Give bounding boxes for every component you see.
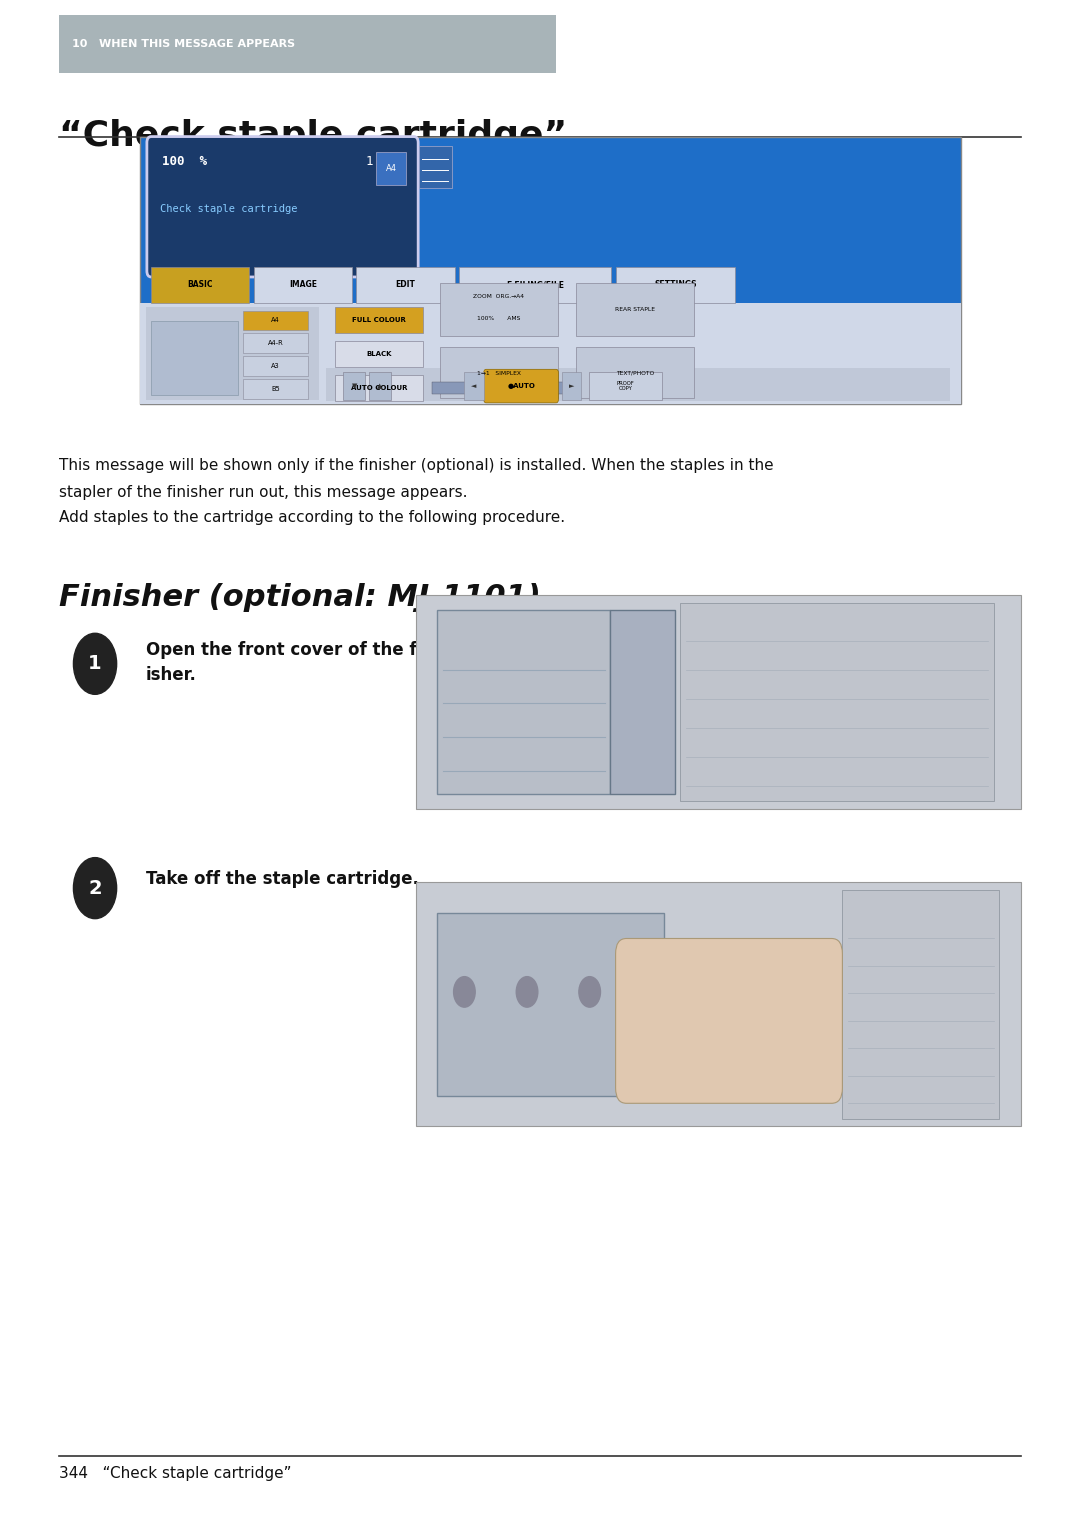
Text: ▲: ▲ bbox=[378, 383, 382, 389]
FancyBboxPatch shape bbox=[589, 372, 662, 400]
Text: 1: 1 bbox=[365, 156, 373, 168]
FancyBboxPatch shape bbox=[484, 369, 558, 403]
FancyBboxPatch shape bbox=[140, 304, 961, 404]
Text: 100%       AMS: 100% AMS bbox=[477, 316, 521, 320]
FancyBboxPatch shape bbox=[254, 267, 352, 304]
FancyBboxPatch shape bbox=[616, 938, 842, 1103]
Text: B5: B5 bbox=[271, 386, 280, 392]
Circle shape bbox=[516, 977, 538, 1007]
FancyBboxPatch shape bbox=[459, 267, 611, 304]
Text: BASIC: BASIC bbox=[188, 281, 213, 290]
FancyBboxPatch shape bbox=[146, 308, 319, 400]
FancyBboxPatch shape bbox=[616, 267, 735, 304]
FancyBboxPatch shape bbox=[140, 137, 961, 404]
Text: SETTINGS: SETTINGS bbox=[654, 281, 697, 290]
FancyBboxPatch shape bbox=[243, 380, 308, 400]
FancyBboxPatch shape bbox=[680, 603, 994, 801]
Text: Check staple cartridge: Check staple cartridge bbox=[160, 204, 297, 214]
Text: ▼: ▼ bbox=[352, 383, 356, 389]
FancyBboxPatch shape bbox=[464, 372, 484, 400]
FancyBboxPatch shape bbox=[440, 346, 558, 398]
Text: Open the front cover of the fin-
isher.: Open the front cover of the fin- isher. bbox=[146, 641, 441, 684]
FancyBboxPatch shape bbox=[610, 610, 675, 794]
Circle shape bbox=[454, 977, 475, 1007]
Text: A4: A4 bbox=[386, 165, 396, 172]
Text: Add staples to the cartridge according to the following procedure.: Add staples to the cartridge according t… bbox=[59, 510, 566, 525]
FancyBboxPatch shape bbox=[59, 15, 556, 73]
Text: ZOOM  ORG.→A4: ZOOM ORG.→A4 bbox=[473, 295, 525, 299]
FancyBboxPatch shape bbox=[576, 284, 694, 337]
Text: PROOF
COPY: PROOF COPY bbox=[617, 380, 634, 392]
FancyBboxPatch shape bbox=[376, 153, 406, 186]
Circle shape bbox=[73, 858, 117, 919]
Text: 2: 2 bbox=[89, 879, 102, 897]
Text: 10   WHEN THIS MESSAGE APPEARS: 10 WHEN THIS MESSAGE APPEARS bbox=[72, 40, 296, 49]
Text: IMAGE: IMAGE bbox=[289, 281, 316, 290]
FancyBboxPatch shape bbox=[369, 372, 391, 400]
FancyBboxPatch shape bbox=[437, 913, 664, 1096]
Text: ◄: ◄ bbox=[472, 383, 476, 389]
FancyBboxPatch shape bbox=[437, 610, 610, 794]
Text: BLACK: BLACK bbox=[366, 351, 392, 357]
FancyBboxPatch shape bbox=[432, 382, 578, 394]
Circle shape bbox=[579, 977, 600, 1007]
Text: 1→1   SIMPLEX: 1→1 SIMPLEX bbox=[477, 371, 521, 375]
FancyBboxPatch shape bbox=[243, 334, 308, 354]
FancyBboxPatch shape bbox=[416, 595, 1021, 809]
Text: A4: A4 bbox=[271, 317, 280, 324]
FancyBboxPatch shape bbox=[419, 146, 451, 189]
FancyBboxPatch shape bbox=[343, 372, 365, 400]
Text: AUTO COLOUR: AUTO COLOUR bbox=[351, 385, 407, 391]
FancyBboxPatch shape bbox=[335, 342, 423, 368]
Text: 1: 1 bbox=[89, 655, 102, 673]
FancyBboxPatch shape bbox=[335, 375, 423, 401]
Text: E-FILING/FILE: E-FILING/FILE bbox=[507, 281, 564, 290]
FancyBboxPatch shape bbox=[243, 311, 308, 331]
FancyBboxPatch shape bbox=[576, 346, 694, 398]
Text: “Check staple cartridge”: “Check staple cartridge” bbox=[59, 119, 568, 153]
Text: REAR STAPLE: REAR STAPLE bbox=[615, 307, 656, 311]
Text: A3: A3 bbox=[271, 363, 280, 369]
FancyBboxPatch shape bbox=[842, 890, 999, 1119]
Text: A4-R: A4-R bbox=[268, 340, 283, 346]
FancyBboxPatch shape bbox=[416, 882, 1021, 1126]
Circle shape bbox=[73, 633, 117, 694]
Text: Finisher (optional: MJ-1101): Finisher (optional: MJ-1101) bbox=[59, 583, 541, 612]
FancyBboxPatch shape bbox=[562, 372, 581, 400]
Text: This message will be shown only if the finisher (optional) is installed. When th: This message will be shown only if the f… bbox=[59, 458, 774, 473]
FancyBboxPatch shape bbox=[326, 368, 950, 401]
Text: TEXT/PHOTO: TEXT/PHOTO bbox=[616, 371, 654, 375]
FancyBboxPatch shape bbox=[243, 357, 308, 377]
Text: 344   “Check staple cartridge”: 344 “Check staple cartridge” bbox=[59, 1466, 292, 1482]
FancyBboxPatch shape bbox=[335, 308, 423, 334]
FancyBboxPatch shape bbox=[356, 267, 455, 304]
FancyBboxPatch shape bbox=[151, 322, 238, 395]
Text: ●AUTO: ●AUTO bbox=[508, 383, 536, 389]
FancyBboxPatch shape bbox=[440, 284, 558, 337]
Text: FULL COLOUR: FULL COLOUR bbox=[352, 317, 406, 324]
FancyBboxPatch shape bbox=[147, 137, 418, 278]
Text: EDIT: EDIT bbox=[395, 281, 416, 290]
FancyBboxPatch shape bbox=[151, 267, 249, 304]
Text: ►: ► bbox=[569, 383, 573, 389]
Text: Take off the staple cartridge.: Take off the staple cartridge. bbox=[146, 870, 419, 888]
Text: stapler of the finisher run out, this message appears.: stapler of the finisher run out, this me… bbox=[59, 485, 468, 501]
Text: 100  %: 100 % bbox=[162, 156, 207, 168]
